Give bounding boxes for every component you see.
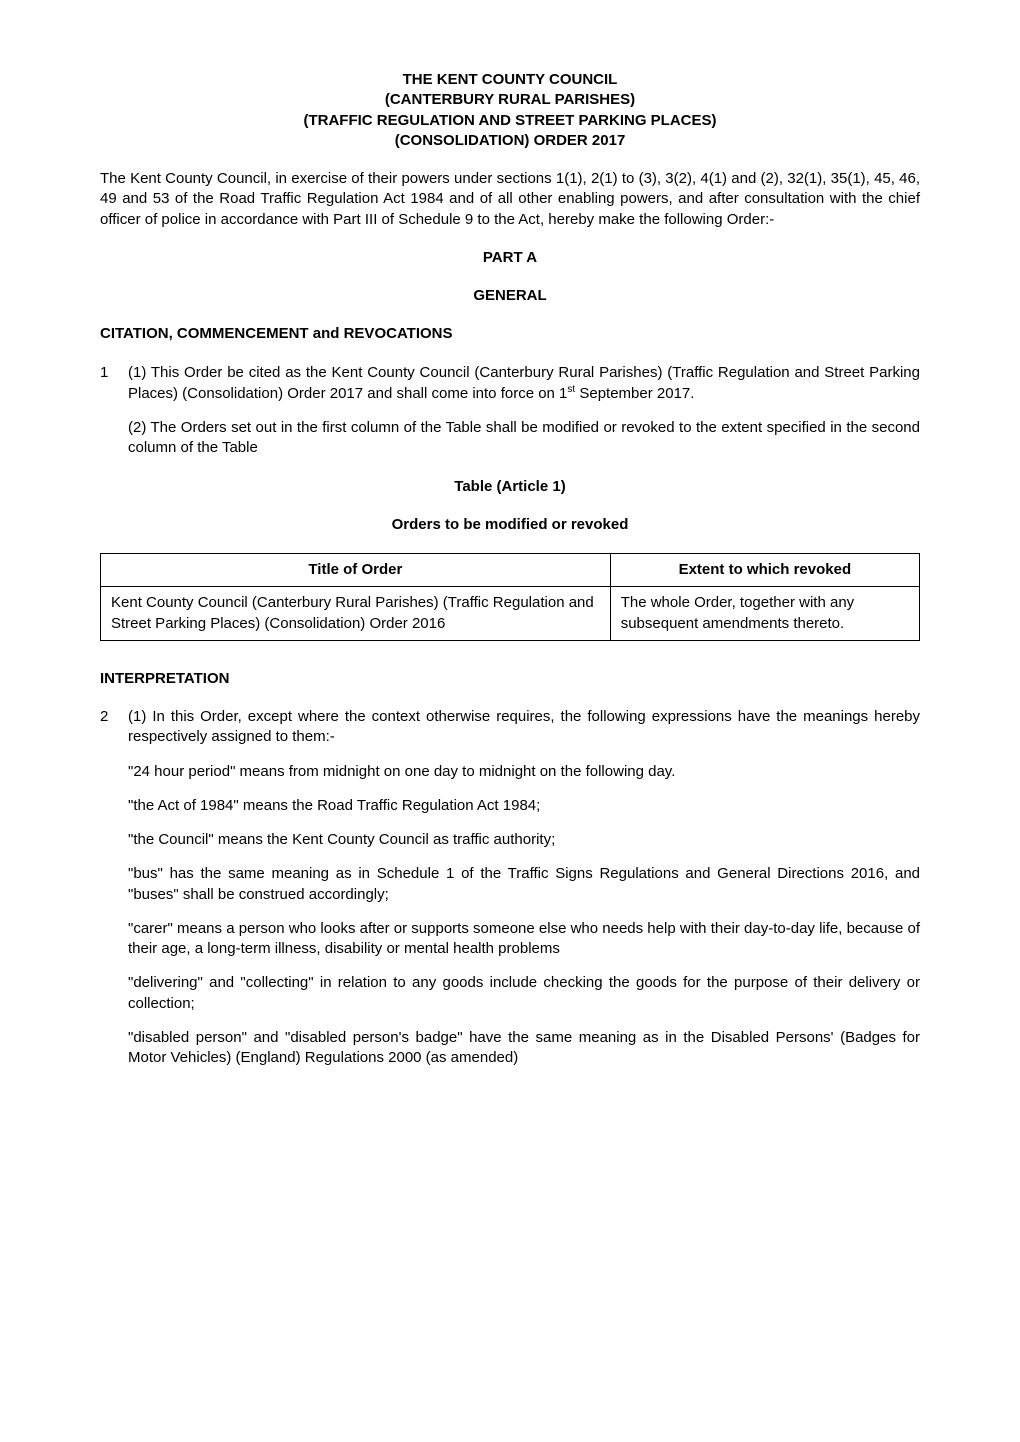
article-2-para-1: (1) In this Order, except where the cont… xyxy=(128,707,920,748)
article-1-para-2: (2) The Orders set out in the first colu… xyxy=(128,418,920,459)
definition-disabled-person: "disabled person" and "disabled person's… xyxy=(128,1028,920,1069)
orders-table: Title of Order Extent to which revoked K… xyxy=(100,553,920,641)
table-heading: Table (Article 1) xyxy=(100,477,920,497)
document-title-block: THE KENT COUNTY COUNCIL (CANTERBURY RURA… xyxy=(100,70,920,151)
definition-bus: "bus" has the same meaning as in Schedul… xyxy=(128,864,920,905)
title-line-3: (TRAFFIC REGULATION AND STREET PARKING P… xyxy=(100,111,920,131)
article-1-para-1-suffix: September 2017. xyxy=(575,385,694,402)
article-1-para-1-prefix: (1) This Order be cited as the Kent Coun… xyxy=(128,364,920,402)
table-row1-col1: Kent County Council (Canterbury Rural Pa… xyxy=(101,587,611,641)
table-subheading: Orders to be modified or revoked xyxy=(100,515,920,535)
article-2: 2 (1) In this Order, except where the co… xyxy=(100,707,920,748)
definition-delivering: "delivering" and "collecting" in relatio… xyxy=(128,973,920,1014)
definition-act-1984: "the Act of 1984" means the Road Traffic… xyxy=(128,796,920,816)
table-col1-header: Title of Order xyxy=(101,554,611,587)
title-line-4: (CONSOLIDATION) ORDER 2017 xyxy=(100,131,920,151)
document-page: THE KENT COUNTY COUNCIL (CANTERBURY RURA… xyxy=(0,0,1020,1442)
table-header-row: Title of Order Extent to which revoked xyxy=(101,554,920,587)
part-a-heading: PART A xyxy=(100,248,920,268)
definition-24-hour: "24 hour period" means from midnight on … xyxy=(128,762,920,782)
preamble-paragraph: The Kent County Council, in exercise of … xyxy=(100,169,920,230)
article-2-number: 2 xyxy=(100,707,128,748)
title-line-1: THE KENT COUNTY COUNCIL xyxy=(100,70,920,90)
table-row1-col2: The whole Order, together with any subse… xyxy=(610,587,919,641)
citation-heading: CITATION, COMMENCEMENT and REVOCATIONS xyxy=(100,324,920,344)
definition-carer: "carer" means a person who looks after o… xyxy=(128,919,920,960)
table-col2-header: Extent to which revoked xyxy=(610,554,919,587)
article-1: 1 (1) This Order be cited as the Kent Co… xyxy=(100,363,920,405)
definition-council: "the Council" means the Kent County Coun… xyxy=(128,830,920,850)
article-1-number: 1 xyxy=(100,363,128,405)
title-line-2: (CANTERBURY RURAL PARISHES) xyxy=(100,90,920,110)
table-row: Kent County Council (Canterbury Rural Pa… xyxy=(101,587,920,641)
article-1-para-1: (1) This Order be cited as the Kent Coun… xyxy=(128,363,920,405)
interpretation-heading: INTERPRETATION xyxy=(100,669,920,689)
general-heading: GENERAL xyxy=(100,286,920,306)
